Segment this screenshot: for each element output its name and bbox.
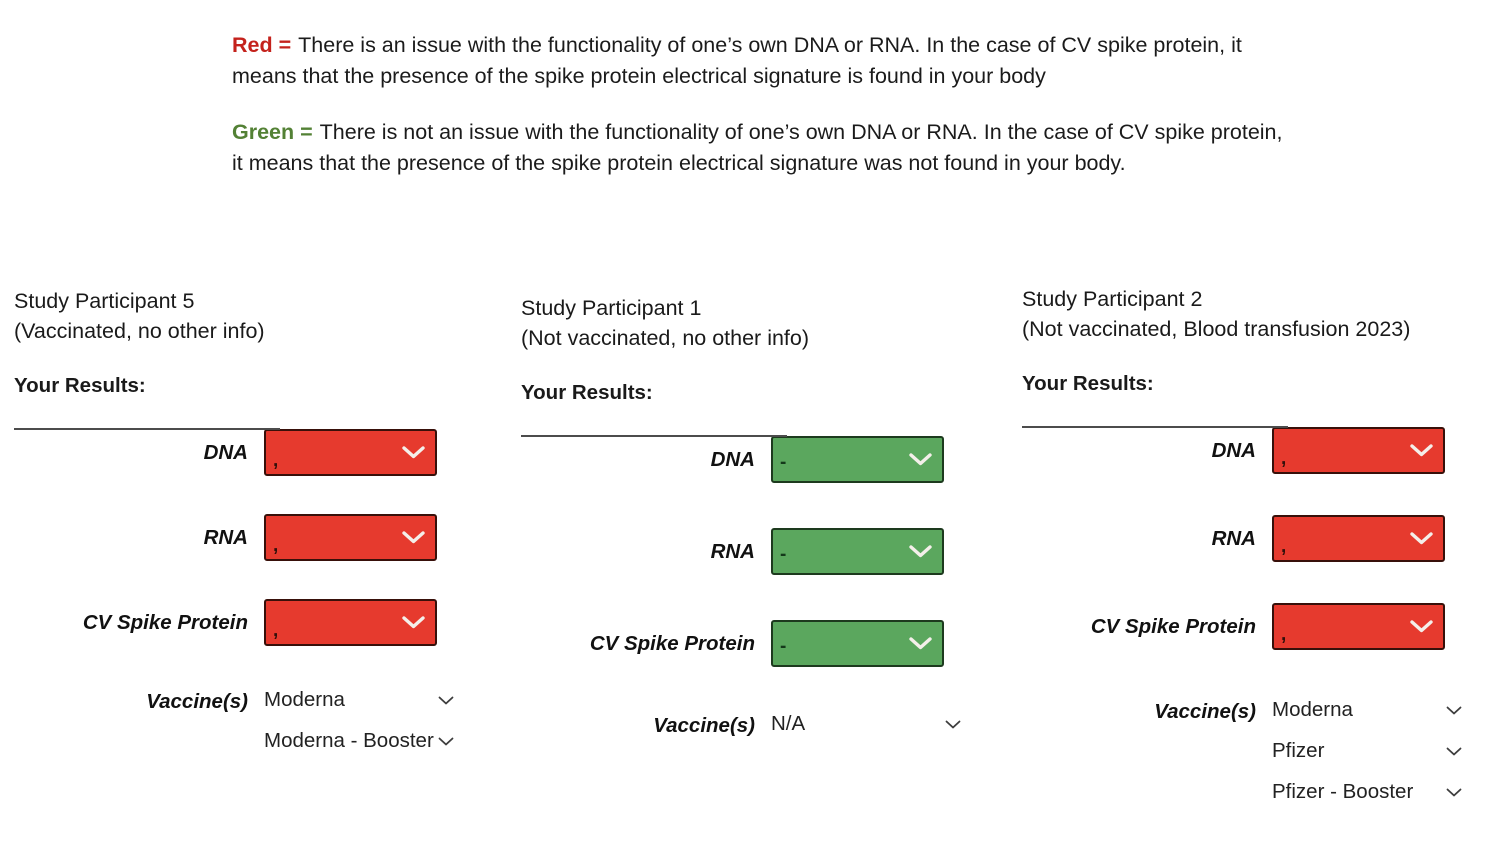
result-row-rna: RNA , <box>14 514 492 561</box>
cv-spike-dropdown[interactable]: - <box>771 620 944 667</box>
chevron-down-icon <box>1410 444 1433 457</box>
legend-red-text: There is an issue with the functionality… <box>232 33 1242 88</box>
participant-subtitle: (Not vaccinated, Blood transfusion 2023) <box>1022 317 1411 341</box>
vaccines-row: Vaccine(s) Moderna Moderna - Booster <box>14 688 492 753</box>
chevron-down-icon <box>1446 788 1462 797</box>
dropdown-value: , <box>1281 536 1287 557</box>
chevron-down-icon <box>438 696 454 705</box>
vaccine-list: Moderna Moderna - Booster <box>264 688 454 753</box>
vaccine-dropdown[interactable]: Moderna <box>1272 698 1462 722</box>
vaccine-name: N/A <box>771 712 806 735</box>
dropdown-value: , <box>1281 448 1287 469</box>
participant-card-1: Study Participant 1 (Not vaccinated, no … <box>521 293 999 738</box>
dna-dropdown[interactable]: , <box>1272 427 1445 474</box>
result-row-dna: DNA , <box>14 429 492 476</box>
vaccines-row: Vaccine(s) Moderna Pfizer Pfizer - Boost… <box>1022 698 1500 804</box>
vaccines-label: Vaccine(s) <box>1154 700 1256 723</box>
rna-label: RNA <box>710 539 755 563</box>
chevron-down-icon <box>1410 532 1433 545</box>
vaccine-list: N/A <box>771 712 961 738</box>
participant-card-5: Study Participant 5 (Vaccinated, no othe… <box>14 286 492 753</box>
chevron-down-icon <box>1446 706 1462 715</box>
chevron-down-icon <box>402 446 425 459</box>
chevron-down-icon <box>402 531 425 544</box>
dropdown-value: , <box>1281 624 1287 645</box>
divider-line <box>14 428 280 430</box>
your-results-heading: Your Results: <box>14 374 146 397</box>
vaccine-name: Pfizer - Booster <box>1272 780 1414 803</box>
vaccine-dropdown[interactable]: N/A <box>771 712 961 736</box>
rna-dropdown[interactable]: - <box>771 528 944 575</box>
rna-label: RNA <box>1211 526 1256 550</box>
rna-dropdown[interactable]: , <box>264 514 437 561</box>
dropdown-value: , <box>273 450 279 471</box>
legend-red-paragraph: Red = There is an issue with the function… <box>232 30 1287 92</box>
result-row-cv-spike: CV Spike Protein , <box>14 599 492 646</box>
results-table: DNA , RNA , CV Spike Protein , <box>1022 426 1500 804</box>
participant-subtitle: (Vaccinated, no other info) <box>14 319 265 343</box>
dna-label: DNA <box>1211 438 1256 462</box>
vaccines-label: Vaccine(s) <box>653 714 755 737</box>
results-table: DNA - RNA - CV Spike Protein - <box>521 435 999 738</box>
vaccines-row: Vaccine(s) N/A <box>521 712 999 738</box>
chevron-down-icon <box>945 720 961 729</box>
divider-line <box>521 435 787 437</box>
vaccine-name: Moderna <box>264 688 345 711</box>
dropdown-value: , <box>273 620 279 641</box>
legend-red-term: Red = <box>232 33 292 57</box>
participant-title: Study Participant 5 <box>14 289 195 313</box>
vaccine-list: Moderna Pfizer Pfizer - Booster <box>1272 698 1462 804</box>
dna-dropdown[interactable]: - <box>771 436 944 483</box>
rna-dropdown[interactable]: , <box>1272 515 1445 562</box>
legend: Red = There is an issue with the function… <box>232 30 1287 204</box>
chevron-down-icon <box>1446 747 1462 756</box>
participant-title: Study Participant 1 <box>521 296 702 320</box>
dropdown-value: - <box>780 544 787 565</box>
result-row-dna: DNA - <box>521 436 999 483</box>
participant-card-2: Study Participant 2 (Not vaccinated, Blo… <box>1022 284 1500 804</box>
vaccines-label: Vaccine(s) <box>146 690 248 713</box>
chevron-down-icon <box>1410 620 1433 633</box>
vaccine-dropdown[interactable]: Pfizer - Booster <box>1272 780 1462 804</box>
participant-subtitle: (Not vaccinated, no other info) <box>521 326 810 350</box>
result-row-rna: RNA - <box>521 528 999 575</box>
cv-spike-protein-label: CV Spike Protein <box>589 631 755 655</box>
dropdown-value: , <box>273 535 279 556</box>
results-table: DNA , RNA , CV Spike Protein , <box>14 428 492 753</box>
dropdown-value: - <box>780 452 787 473</box>
participant-title: Study Participant 2 <box>1022 287 1203 311</box>
cv-spike-protein-label: CV Spike Protein <box>82 610 248 634</box>
result-row-rna: RNA , <box>1022 515 1500 562</box>
dna-label: DNA <box>203 440 248 464</box>
legend-green-paragraph: Green = There is not an issue with the fu… <box>232 117 1287 179</box>
dropdown-value: - <box>780 636 787 657</box>
chevron-down-icon <box>402 616 425 629</box>
dna-dropdown[interactable]: , <box>264 429 437 476</box>
legend-green-term: Green = <box>232 120 313 144</box>
chevron-down-icon <box>909 453 932 466</box>
vaccine-dropdown[interactable]: Moderna - Booster <box>264 729 454 753</box>
chevron-down-icon <box>438 737 454 746</box>
chevron-down-icon <box>909 545 932 558</box>
divider-line <box>1022 426 1288 428</box>
vaccine-dropdown[interactable]: Pfizer <box>1272 739 1462 763</box>
your-results-heading: Your Results: <box>521 381 653 404</box>
vaccine-dropdown[interactable]: Moderna <box>264 688 454 712</box>
legend-green-text: There is not an issue with the functiona… <box>232 120 1283 175</box>
cv-spike-dropdown[interactable]: , <box>1272 603 1445 650</box>
rna-label: RNA <box>203 525 248 549</box>
chevron-down-icon <box>909 637 932 650</box>
cv-spike-dropdown[interactable]: , <box>264 599 437 646</box>
dna-label: DNA <box>710 447 755 471</box>
vaccine-name: Moderna <box>1272 698 1353 721</box>
cv-spike-protein-label: CV Spike Protein <box>1090 614 1256 638</box>
vaccine-name: Pfizer <box>1272 739 1325 762</box>
result-row-cv-spike: CV Spike Protein - <box>521 620 999 667</box>
vaccine-name: Moderna - Booster <box>264 729 434 752</box>
your-results-heading: Your Results: <box>1022 372 1154 395</box>
result-row-cv-spike: CV Spike Protein , <box>1022 603 1500 650</box>
result-row-dna: DNA , <box>1022 427 1500 474</box>
